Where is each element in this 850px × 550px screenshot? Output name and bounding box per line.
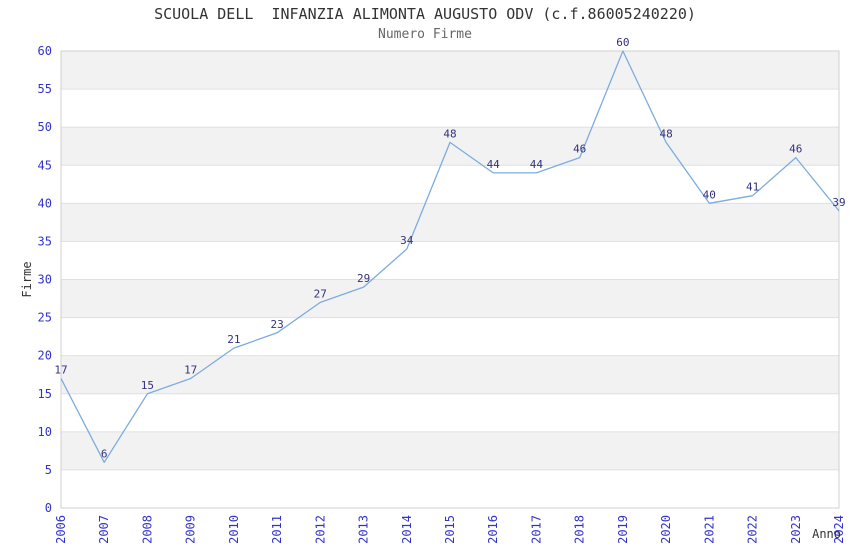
x-tick-label: 2013 xyxy=(357,515,371,544)
chart-subtitle: Numero Firme xyxy=(378,27,472,42)
data-point-label: 27 xyxy=(314,287,327,300)
y-tick-label: 30 xyxy=(38,273,52,287)
plot-band xyxy=(61,203,839,242)
y-tick-label: 35 xyxy=(38,234,52,248)
plot-band xyxy=(61,51,839,90)
x-tick-label: 2015 xyxy=(443,515,457,544)
plot-band xyxy=(61,355,839,394)
chart-title: SCUOLA DELL INFANZIA ALIMONTA AUGUSTO OD… xyxy=(154,5,696,23)
data-point-label: 40 xyxy=(703,188,716,201)
data-point-label: 39 xyxy=(832,196,845,209)
data-point-label: 46 xyxy=(789,143,802,156)
x-tick-label: 2014 xyxy=(400,515,414,544)
y-tick-label: 45 xyxy=(38,158,52,172)
x-tick-label: 2010 xyxy=(227,515,241,544)
y-tick-label: 15 xyxy=(38,387,52,401)
data-point-label: 29 xyxy=(357,272,370,285)
y-tick-label: 50 xyxy=(38,120,52,134)
data-point-label: 46 xyxy=(573,143,586,156)
data-point-label: 23 xyxy=(270,318,283,331)
data-point-label: 41 xyxy=(746,181,759,194)
data-point-label: 6 xyxy=(101,447,108,460)
x-tick-label: 2006 xyxy=(54,515,68,544)
data-point-label: 21 xyxy=(227,333,240,346)
plot-band xyxy=(61,393,839,432)
x-tick-label: 2021 xyxy=(702,515,716,544)
data-point-label: 17 xyxy=(184,364,197,377)
y-tick-label: 40 xyxy=(38,196,52,210)
data-point-label: 60 xyxy=(616,36,629,49)
x-tick-label: 2024 xyxy=(832,515,846,544)
data-point-label: 17 xyxy=(54,364,67,377)
plot-band xyxy=(61,89,839,128)
plot-band xyxy=(61,431,839,470)
x-tick-label: 2020 xyxy=(659,515,673,544)
x-axis-title: Anno xyxy=(812,527,841,541)
plot-band xyxy=(61,317,839,356)
data-point-label: 48 xyxy=(443,127,456,140)
x-tick-label: 2007 xyxy=(97,515,111,544)
plot-band xyxy=(61,241,839,280)
x-tick-label: 2022 xyxy=(746,515,760,544)
data-point-label: 44 xyxy=(487,158,501,171)
x-tick-label: 2019 xyxy=(616,515,630,544)
y-tick-label: 25 xyxy=(38,311,52,325)
x-tick-label: 2023 xyxy=(789,515,803,544)
y-tick-label: 20 xyxy=(38,349,52,363)
data-point-label: 34 xyxy=(400,234,414,247)
x-tick-label: 2008 xyxy=(140,515,154,544)
data-point-label: 48 xyxy=(659,127,672,140)
plot-band xyxy=(61,469,839,508)
plot-band xyxy=(61,127,839,166)
data-point-label: 44 xyxy=(530,158,544,171)
x-tick-label: 2012 xyxy=(313,515,327,544)
x-tick-label: 2018 xyxy=(573,515,587,544)
line-series xyxy=(60,50,840,463)
x-tick-label: 2011 xyxy=(270,515,284,544)
y-tick-label: 55 xyxy=(38,82,52,96)
y-tick-label: 10 xyxy=(38,425,52,439)
y-tick-label: 60 xyxy=(38,44,52,58)
plot-band xyxy=(61,279,839,318)
y-tick-label: 5 xyxy=(45,463,52,477)
x-tick-label: 2017 xyxy=(529,515,543,544)
x-tick-label: 2016 xyxy=(486,515,500,544)
plot-border xyxy=(60,50,840,509)
plot-band xyxy=(61,165,839,204)
y-axis-title: Firme xyxy=(20,261,34,297)
y-tick-label: 0 xyxy=(45,501,52,515)
data-point-label: 15 xyxy=(141,379,154,392)
x-tick-label: 2009 xyxy=(184,515,198,544)
